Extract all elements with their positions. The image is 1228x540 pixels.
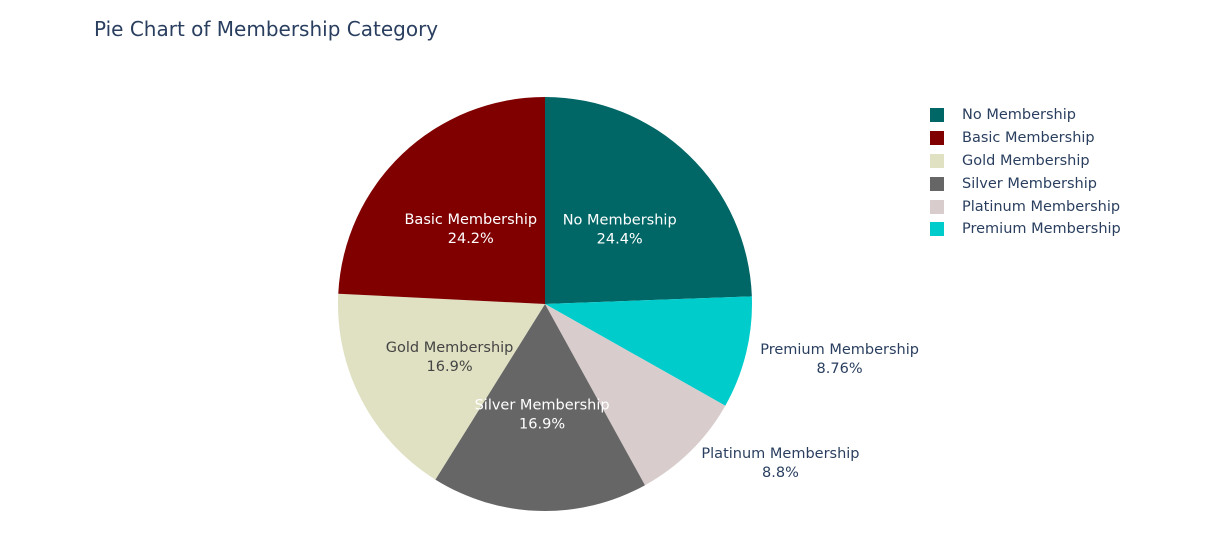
- legend-label: No Membership: [962, 107, 1076, 124]
- pie-slice-basic-membership[interactable]: [338, 96, 545, 304]
- pie-slice-gold-membership[interactable]: [338, 293, 545, 480]
- legend-label: Basic Membership: [962, 130, 1095, 147]
- slice-percent: 8.76%: [817, 361, 863, 377]
- legend: No Membership Basic Membership Gold Member…: [930, 104, 1121, 241]
- chart-title: Pie Chart of Membership Category: [94, 17, 439, 41]
- pie-slice-premium-membership[interactable]: [545, 296, 752, 406]
- pie-slice-platinum-membership[interactable]: [545, 304, 726, 486]
- pie-labels: No Membership 24.4% Premium Membership 8.76…: [386, 212, 919, 481]
- legend-swatch: [930, 108, 944, 123]
- pie-slice-no-membership[interactable]: [545, 97, 752, 304]
- legend-item-basic-membership[interactable]: Basic Membership: [930, 127, 1121, 150]
- slice-label: Basic Membership 24.2%: [404, 212, 537, 247]
- slice-percent: 16.9%: [519, 417, 565, 433]
- slice-label: Silver Membership 16.9%: [475, 398, 610, 433]
- legend-label: Silver Membership: [962, 175, 1097, 192]
- slice-percent: 16.9%: [427, 359, 473, 375]
- slice-percent: 24.2%: [448, 231, 494, 247]
- legend-item-no-membership[interactable]: No Membership: [930, 104, 1121, 127]
- pie-slices: [338, 96, 752, 512]
- pie-slice-silver-membership[interactable]: [435, 304, 645, 512]
- legend-label: Gold Membership: [962, 152, 1090, 169]
- slice-label: Premium Membership 8.76%: [760, 342, 919, 377]
- legend-label: Platinum Membership: [962, 198, 1121, 215]
- slice-label: Platinum Membership 8.8%: [701, 446, 859, 481]
- legend-item-silver-membership[interactable]: Silver Membership: [930, 172, 1121, 195]
- slice-percent: 24.4%: [597, 231, 643, 247]
- legend-item-premium-membership[interactable]: Premium Membership: [930, 218, 1121, 241]
- legend-swatch: [930, 199, 944, 214]
- legend-item-platinum-membership[interactable]: Platinum Membership: [930, 195, 1121, 218]
- legend-swatch: [930, 153, 944, 168]
- legend-label: Premium Membership: [962, 221, 1121, 238]
- legend-swatch: [930, 222, 944, 237]
- slice-label: No Membership 24.4%: [563, 212, 677, 247]
- legend-item-gold-membership[interactable]: Gold Membership: [930, 150, 1121, 173]
- legend-swatch: [930, 131, 944, 146]
- slice-label: Gold Membership 16.9%: [386, 340, 514, 375]
- legend-swatch: [930, 176, 944, 191]
- slice-percent: 8.8%: [762, 465, 799, 481]
